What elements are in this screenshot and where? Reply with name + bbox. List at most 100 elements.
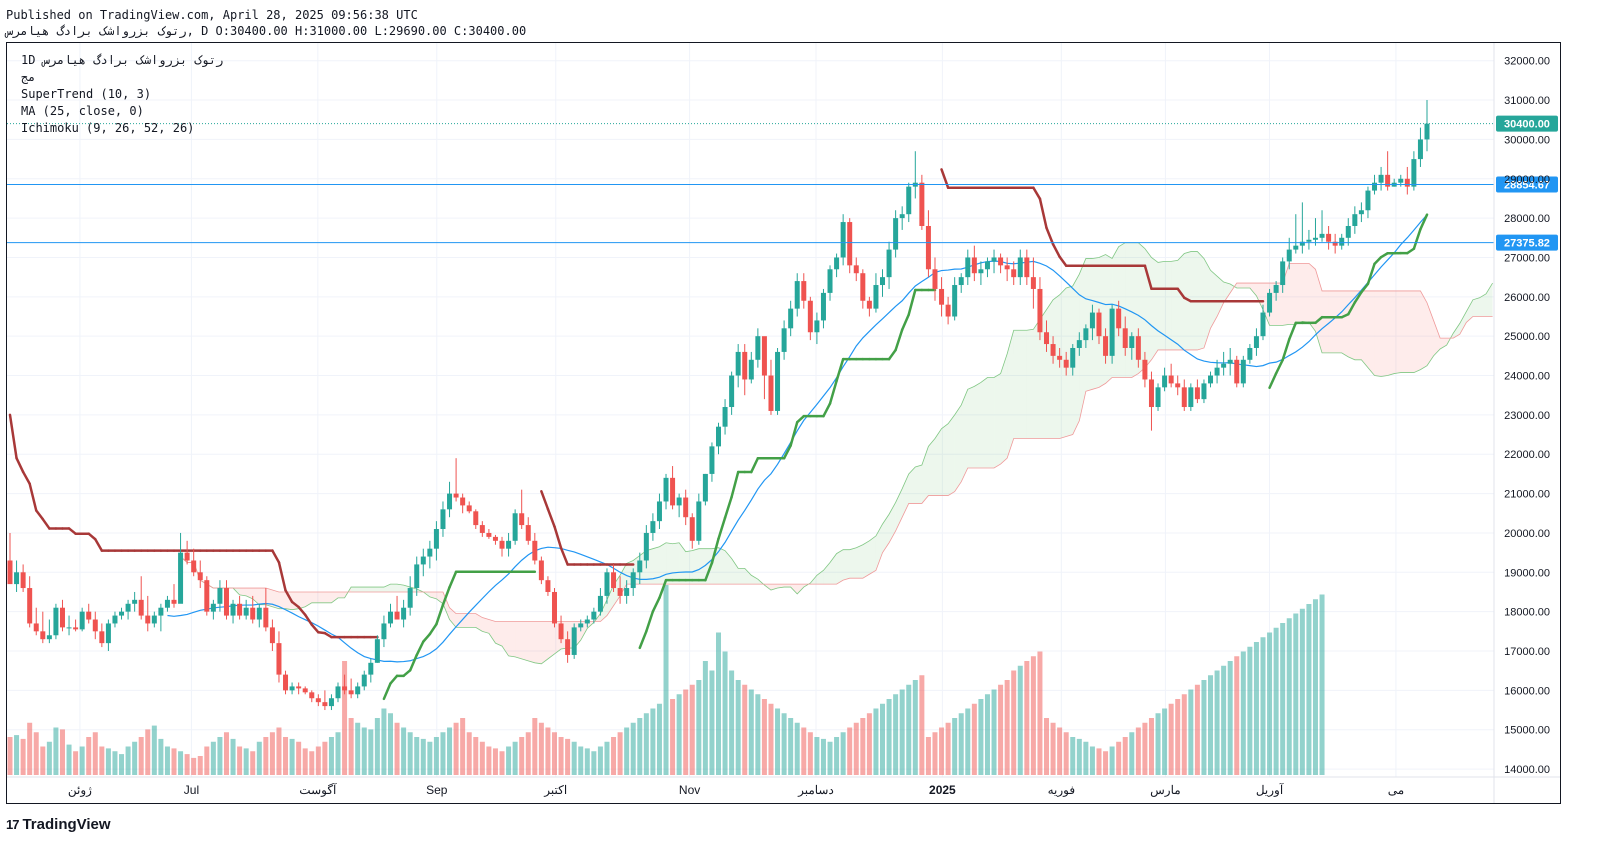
candle-body bbox=[1168, 375, 1174, 384]
supertrend-segment bbox=[87, 532, 97, 541]
candle bbox=[1194, 379, 1200, 404]
price-tick-label: 27000.00 bbox=[1504, 252, 1550, 264]
supertrend-segment bbox=[422, 632, 432, 643]
volume-bar bbox=[250, 751, 256, 775]
cloud-segment bbox=[1217, 276, 1224, 317]
volume-bar bbox=[125, 746, 131, 775]
volume-bar bbox=[1194, 684, 1200, 775]
candle-body bbox=[886, 249, 892, 278]
candle bbox=[958, 273, 964, 293]
candle-body bbox=[53, 607, 59, 636]
supertrend-segment bbox=[1176, 287, 1186, 300]
volume-bar bbox=[420, 738, 426, 775]
candle bbox=[73, 619, 79, 632]
volume-bar bbox=[939, 727, 945, 775]
candle bbox=[112, 611, 118, 628]
candle bbox=[59, 599, 65, 632]
candle bbox=[565, 631, 571, 663]
tradingview-logo[interactable]: 17 TradingView bbox=[6, 816, 111, 833]
cloud-segment bbox=[357, 587, 365, 592]
candle bbox=[650, 513, 656, 541]
supertrend-segment bbox=[1051, 242, 1061, 259]
volume-bar bbox=[394, 722, 400, 775]
volume-bar bbox=[617, 732, 623, 775]
volume-bar bbox=[748, 689, 754, 775]
price-tick-label: 30000.00 bbox=[1504, 134, 1550, 146]
volume-bar bbox=[492, 748, 498, 775]
candle bbox=[243, 599, 249, 620]
candle bbox=[427, 540, 433, 569]
candle-body bbox=[702, 473, 708, 502]
candle-body bbox=[1109, 308, 1115, 356]
cloud-segment bbox=[1400, 290, 1408, 373]
cloud-segment bbox=[272, 590, 279, 609]
candle bbox=[394, 595, 400, 620]
volume-bar bbox=[119, 754, 125, 775]
candle bbox=[1267, 288, 1273, 317]
candle bbox=[276, 631, 282, 683]
candle bbox=[125, 599, 131, 620]
volume-bar bbox=[237, 746, 243, 775]
candle bbox=[1312, 218, 1318, 246]
volume-bar bbox=[191, 757, 197, 775]
candle-body bbox=[611, 572, 617, 589]
volume-bar bbox=[414, 737, 420, 775]
volume-bar bbox=[519, 737, 525, 775]
candle bbox=[1339, 233, 1345, 250]
legend-supertrend[interactable]: SuperTrend (10, 3) bbox=[21, 87, 152, 101]
candle-body bbox=[1050, 344, 1056, 356]
cloud-segment bbox=[1440, 338, 1447, 349]
cloud-segment bbox=[830, 553, 837, 585]
legend-ma[interactable]: MA (25, close, 0) bbox=[21, 104, 144, 118]
candle bbox=[119, 607, 125, 620]
volume-bar bbox=[178, 751, 184, 775]
volume-bar bbox=[788, 718, 794, 775]
supertrend-segment bbox=[782, 444, 792, 460]
cloud-segment bbox=[1387, 290, 1395, 376]
candle-body bbox=[427, 548, 433, 557]
supertrend-segment bbox=[1353, 290, 1363, 304]
time-tick-label: مارس bbox=[1150, 783, 1181, 797]
cloud-segment bbox=[1013, 330, 1021, 439]
volume-bar bbox=[906, 684, 912, 775]
volume-bar bbox=[53, 727, 59, 775]
volume-bar bbox=[624, 727, 630, 775]
candle bbox=[801, 273, 807, 309]
cloud-segment bbox=[869, 535, 876, 575]
cloud-segment bbox=[364, 587, 371, 592]
cloud-segment bbox=[1243, 283, 1250, 288]
candle bbox=[558, 615, 564, 644]
supertrend-segment bbox=[1143, 264, 1153, 291]
candle-body bbox=[250, 607, 256, 620]
candle bbox=[1135, 328, 1141, 368]
candle-body bbox=[269, 627, 275, 644]
candle-body bbox=[1339, 237, 1345, 246]
cloud-segment bbox=[534, 621, 542, 664]
price-chart[interactable]: 28854.67 27375.82 30400.00 32000.00 31000.0… bbox=[7, 43, 1560, 803]
cloud-segment bbox=[600, 599, 607, 622]
supertrend-segment bbox=[1419, 213, 1429, 231]
candle-body bbox=[1129, 336, 1135, 348]
supertrend-segment bbox=[553, 525, 563, 550]
candle bbox=[328, 694, 334, 711]
price-tick-label: 26000.00 bbox=[1504, 292, 1550, 304]
price-tick-label: 16000.00 bbox=[1504, 685, 1550, 697]
candle-body bbox=[630, 572, 636, 589]
candle bbox=[1299, 202, 1305, 254]
supertrend-segment bbox=[8, 413, 18, 460]
candle bbox=[105, 619, 111, 652]
candle-body bbox=[965, 257, 971, 278]
candle-body bbox=[466, 505, 472, 512]
volume-bar bbox=[256, 741, 262, 775]
supertrend-segment bbox=[408, 653, 418, 672]
legend-ichimoku[interactable]: Ichimoku (9, 26, 52, 26) bbox=[21, 121, 195, 135]
cloud-segment bbox=[666, 542, 673, 585]
candle-body bbox=[1326, 233, 1332, 242]
volume-bar bbox=[92, 732, 98, 775]
candle-body bbox=[86, 611, 92, 620]
chart-frame[interactable]: 28854.67 27375.82 30400.00 32000.00 31000.0… bbox=[6, 42, 1561, 804]
candle-body bbox=[650, 521, 656, 533]
candle-body bbox=[1286, 249, 1292, 262]
volume-bar bbox=[1234, 656, 1240, 775]
candle-body bbox=[1227, 359, 1233, 364]
